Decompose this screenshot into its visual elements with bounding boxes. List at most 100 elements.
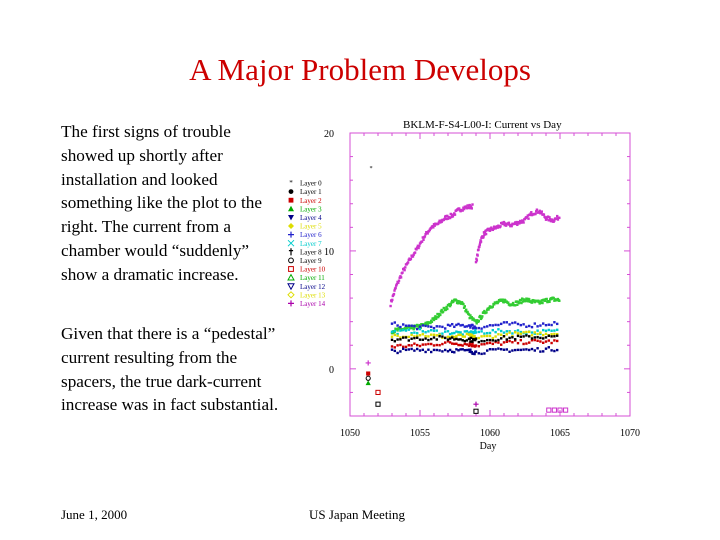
series-point: [503, 223, 506, 227]
series-point: [465, 339, 469, 342]
series-point: [424, 350, 427, 354]
series-point: [451, 213, 454, 217]
series-point: [407, 324, 410, 327]
series-point: [497, 341, 500, 344]
series-point: [523, 298, 526, 302]
series-point: [471, 323, 474, 327]
series-point: [424, 343, 427, 346]
series-point: [444, 330, 447, 333]
series-point: [399, 325, 402, 329]
legend-marker: [288, 223, 294, 229]
series-point: [542, 213, 546, 216]
series-point: [463, 330, 466, 333]
series-point: [502, 331, 506, 334]
series-point: [516, 322, 520, 326]
series-point: [395, 284, 398, 287]
series-point: [395, 327, 399, 331]
series-point: [538, 302, 541, 305]
series-point: [404, 345, 408, 349]
series-point: [539, 332, 542, 336]
series-point: [427, 348, 430, 351]
series-point: [451, 322, 454, 326]
series-point: [483, 352, 486, 355]
series-point: [399, 343, 402, 347]
series-point: [529, 212, 532, 215]
series-point: [417, 246, 420, 250]
series-point: [449, 303, 452, 306]
series-point: [473, 331, 476, 334]
series-point: [466, 310, 469, 314]
series-point: [420, 240, 424, 243]
series-point: [401, 271, 404, 274]
series-point: [492, 227, 495, 231]
series-point: [430, 325, 433, 329]
series-point: [435, 329, 438, 332]
series-point: [396, 334, 399, 337]
series-point: [467, 313, 471, 316]
series-point: [435, 325, 438, 328]
series-point: [468, 350, 471, 353]
series-point: [435, 316, 438, 319]
series-point: [416, 244, 420, 248]
series-point: [476, 254, 479, 257]
series-point: [508, 331, 511, 334]
series-point: [453, 212, 456, 215]
series-point: [455, 299, 458, 302]
series-point: [431, 224, 434, 228]
series-point: [416, 246, 419, 249]
series-point: [412, 253, 415, 256]
series-point: [475, 257, 478, 261]
series-point: [483, 343, 486, 346]
series-point: [491, 328, 494, 332]
series-point: [502, 220, 506, 224]
series-point: [441, 332, 444, 335]
series-point: [501, 222, 504, 226]
series-point: [441, 335, 444, 338]
series-point: [402, 328, 405, 332]
series-point: [550, 333, 553, 336]
series-point: [496, 226, 499, 229]
series-point: [427, 335, 430, 338]
series-point: [413, 324, 416, 328]
series-point: [539, 324, 542, 327]
series-layer-3: [390, 296, 561, 335]
series-point: [461, 323, 464, 327]
scatter-point: [563, 407, 569, 413]
series-point: [502, 321, 506, 324]
series-point: [393, 346, 396, 349]
series-point: [488, 331, 492, 335]
series-point: [424, 331, 427, 334]
series-point: [491, 348, 494, 351]
series-point: [462, 207, 466, 211]
series-point: [490, 226, 493, 229]
legend-marker: [288, 197, 294, 203]
series-point: [497, 338, 500, 342]
series-point: [542, 322, 545, 325]
series-point: [449, 212, 452, 216]
series-point: [393, 321, 396, 324]
series-point: [544, 347, 548, 350]
series-point: [556, 339, 559, 343]
series-point: [535, 208, 539, 211]
series-point: [418, 338, 422, 341]
slide-title: A Major Problem Develops: [189, 52, 531, 87]
series-point: [524, 299, 527, 303]
series-point: [525, 330, 528, 334]
series-point: [396, 324, 399, 327]
series-point: [462, 206, 465, 209]
series-point: [456, 302, 459, 305]
series-point: [474, 320, 478, 323]
series-point: [556, 333, 559, 336]
series-point: [435, 348, 438, 352]
series-point: [522, 335, 525, 338]
series-point: [402, 323, 405, 326]
series-point: [508, 339, 511, 343]
series-point: [537, 300, 541, 304]
series-point: [460, 301, 464, 304]
series-point: [544, 336, 548, 339]
series-point: [488, 324, 492, 327]
series-point: [514, 339, 517, 342]
series-point: [446, 330, 450, 333]
series-point: [391, 331, 394, 335]
series-point: [488, 338, 492, 342]
